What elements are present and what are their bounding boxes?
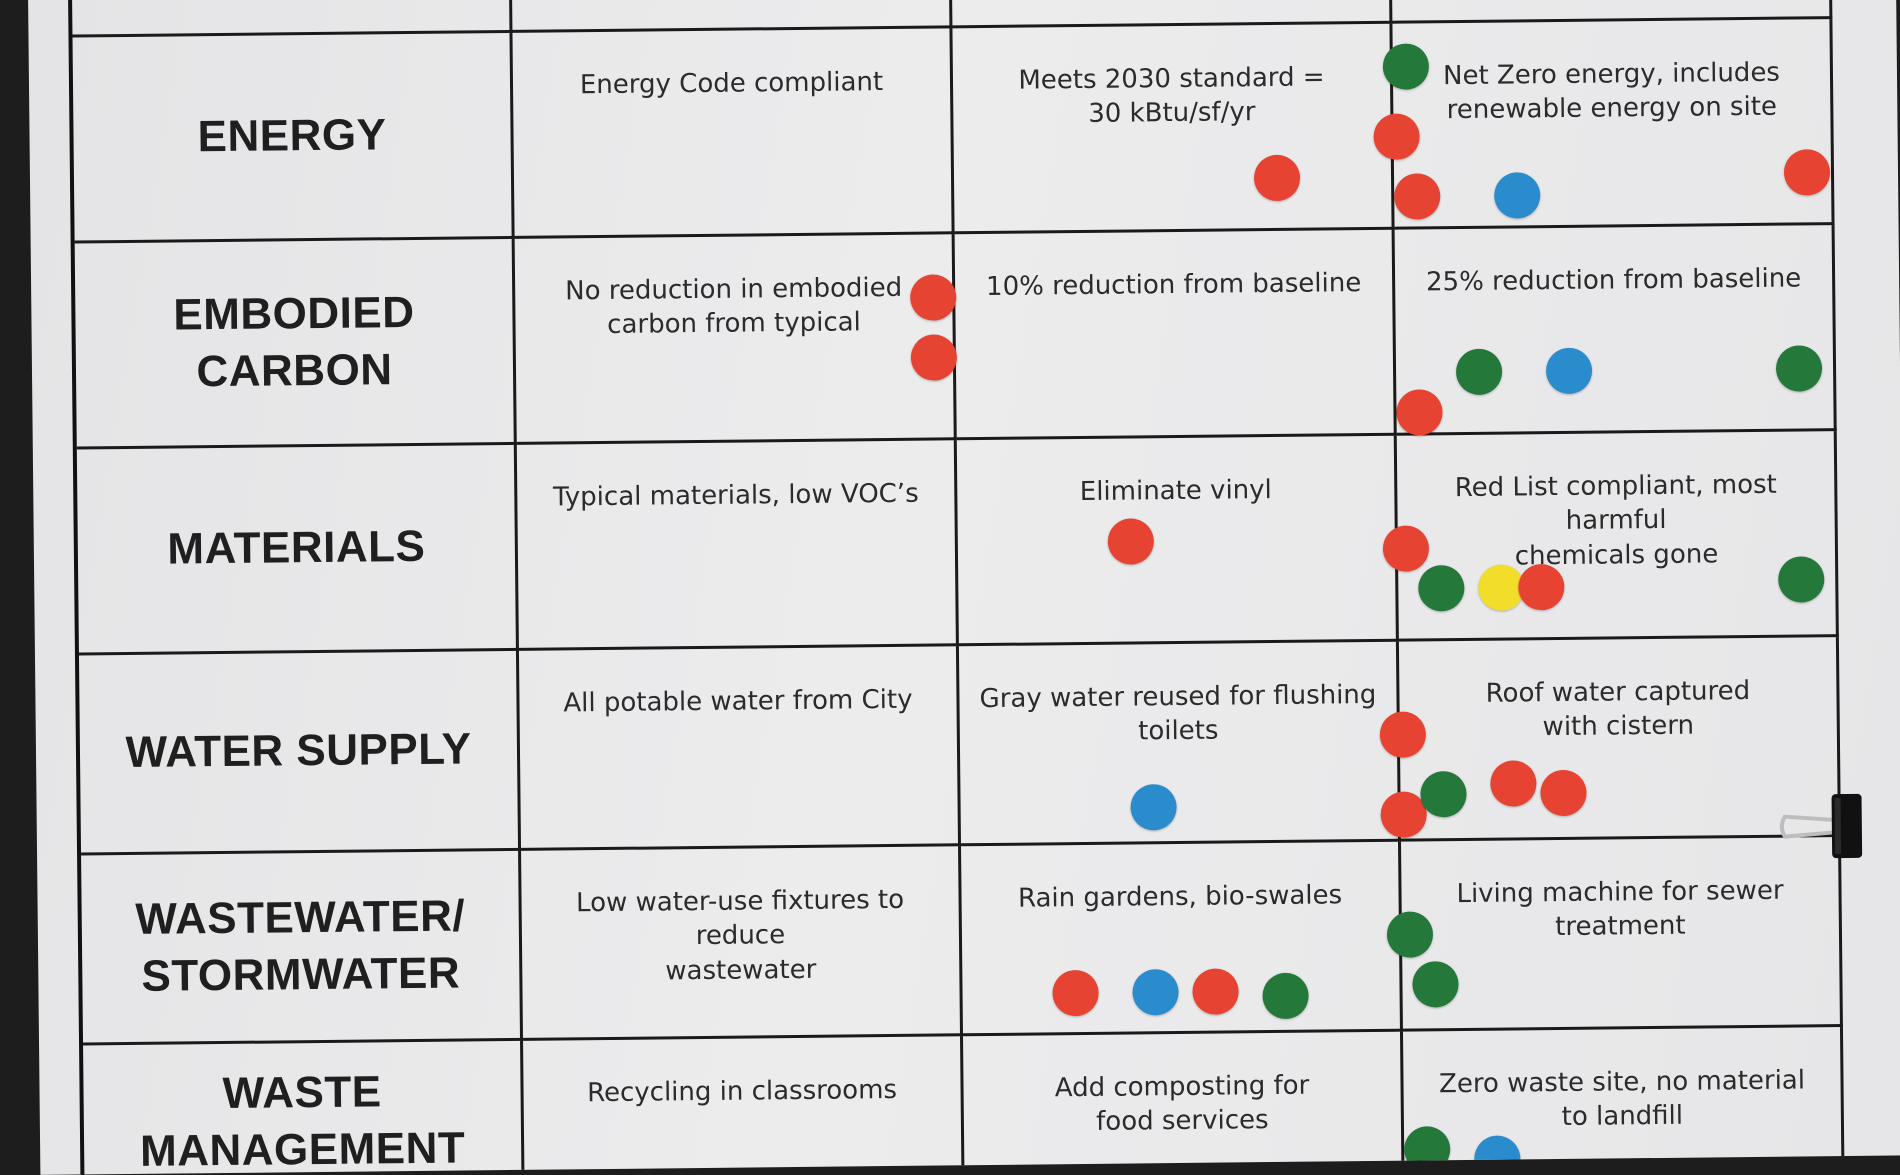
category-label: WASTE MANAGEMENT xyxy=(83,1040,525,1175)
red-sticker-dot xyxy=(1518,563,1565,611)
blue-sticker-dot xyxy=(1132,969,1179,1016)
blue-sticker-dot xyxy=(1130,784,1177,831)
green-sticker-dot xyxy=(1412,961,1459,1008)
red-sticker-dot xyxy=(1393,173,1441,220)
green-sticker-dot xyxy=(1455,348,1503,396)
category-label: MATERIALS xyxy=(76,444,519,656)
red-sticker-dot xyxy=(1373,113,1420,160)
red-sticker-dot xyxy=(1783,149,1831,196)
red-sticker-dot xyxy=(1253,154,1301,202)
green-sticker-dot xyxy=(1778,556,1825,603)
best-cell: Roof water captured with cistern xyxy=(1379,637,1841,842)
red-sticker-dot xyxy=(1396,389,1443,436)
best-cell: Red List compliant, most harmful chemica… xyxy=(1382,431,1839,642)
baseline-cell: No reduction in embodied carbon from typ… xyxy=(514,234,958,445)
better-cell: Rain gardens, bio-swales xyxy=(961,841,1403,1037)
red-sticker-dot xyxy=(1107,518,1155,565)
baseline-cell: Low water-use fixtures to reduce wastewa… xyxy=(521,846,964,1041)
red-sticker-dot xyxy=(910,274,957,321)
baseline-cell: Typical materials, low VOC’s xyxy=(516,440,959,651)
best-cell: 25% reduction from baseline xyxy=(1394,225,1837,436)
better-cell: Eliminate vinyl xyxy=(956,435,1399,647)
green-sticker-dot xyxy=(1262,972,1309,1020)
sustainability-matrix: ENERGY Energy Code compliant Meets 2030 … xyxy=(67,0,1845,1175)
best-cell: Zero waste site, no material to landfill xyxy=(1402,1027,1845,1175)
binder-clip-icon xyxy=(1779,793,1863,859)
header-cell xyxy=(71,0,513,38)
category-label: ENERGY xyxy=(72,32,515,244)
better-cell: Gray water reused for flushing toilets xyxy=(958,641,1401,847)
baseline-cell: All potable water from City xyxy=(518,646,962,851)
header-cell xyxy=(511,0,953,33)
red-sticker-dot xyxy=(1052,969,1099,1017)
green-sticker-dot xyxy=(1403,1126,1451,1173)
red-sticker-dot xyxy=(1540,769,1587,817)
best-cell: Net Zero energy, includes renewable ener… xyxy=(1373,19,1835,230)
blue-sticker-dot xyxy=(1545,347,1593,395)
baseline-cell: Recycling in classrooms xyxy=(523,1036,965,1175)
red-sticker-dot xyxy=(1192,968,1239,1015)
green-sticker-dot xyxy=(1386,911,1434,958)
red-sticker-dot xyxy=(1382,525,1430,572)
category-label: WATER SUPPLY xyxy=(78,650,522,856)
green-sticker-dot xyxy=(1775,345,1823,392)
blue-sticker-dot xyxy=(1474,1135,1521,1175)
red-sticker-dot xyxy=(1490,760,1537,807)
red-sticker-dot xyxy=(910,334,958,381)
category-label: WASTEWATER/ STORMWATER xyxy=(81,850,524,1046)
red-sticker-dot xyxy=(1379,711,1427,758)
green-sticker-dot xyxy=(1418,564,1465,612)
category-label: EMBODIED CARBON xyxy=(74,238,517,450)
green-sticker-dot xyxy=(1382,43,1430,90)
worksheet-poster: ENERGY Energy Code compliant Meets 2030 … xyxy=(28,0,1900,1175)
blue-sticker-dot xyxy=(1493,172,1541,219)
better-cell: 10% reduction from baseline xyxy=(954,229,1397,441)
baseline-cell: Energy Code compliant xyxy=(512,28,955,239)
green-sticker-dot xyxy=(1420,770,1467,818)
better-cell: Meets 2030 standard = 30 kBtu/sf/yr xyxy=(952,23,1395,235)
better-cell: Add composting for food services xyxy=(963,1031,1405,1175)
